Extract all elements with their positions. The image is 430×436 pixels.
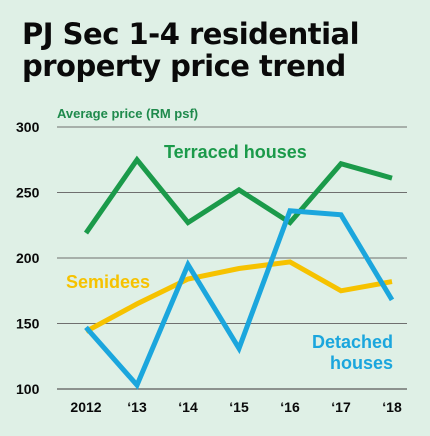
chart-title-line-2: property price trend bbox=[22, 49, 346, 83]
x-tick-label: ‘13 bbox=[127, 399, 147, 415]
y-axis-label: Average price (RM psf) bbox=[57, 106, 198, 121]
y-tick-label: 200 bbox=[16, 250, 40, 266]
series-label: Semidees bbox=[66, 272, 150, 292]
x-tick-label: 2012 bbox=[70, 399, 101, 415]
x-tick-label: ‘17 bbox=[331, 399, 351, 415]
chart-title-line-1: PJ Sec 1-4 residential bbox=[22, 17, 360, 51]
y-tick-label: 300 bbox=[16, 119, 40, 135]
series-label: Detached bbox=[312, 332, 393, 352]
y-tick-label: 150 bbox=[16, 316, 40, 332]
series-label: houses bbox=[330, 353, 393, 373]
x-tick-label: ‘14 bbox=[178, 399, 198, 415]
y-tick-label: 100 bbox=[16, 381, 40, 397]
series-label: Terraced houses bbox=[164, 142, 307, 162]
chart-title: PJ Sec 1-4 residential property price tr… bbox=[22, 18, 422, 82]
x-tick-label: ‘16 bbox=[280, 399, 300, 415]
x-tick-label: ‘15 bbox=[229, 399, 249, 415]
y-tick-label: 250 bbox=[16, 185, 40, 201]
x-tick-label: ‘18 bbox=[382, 399, 402, 415]
